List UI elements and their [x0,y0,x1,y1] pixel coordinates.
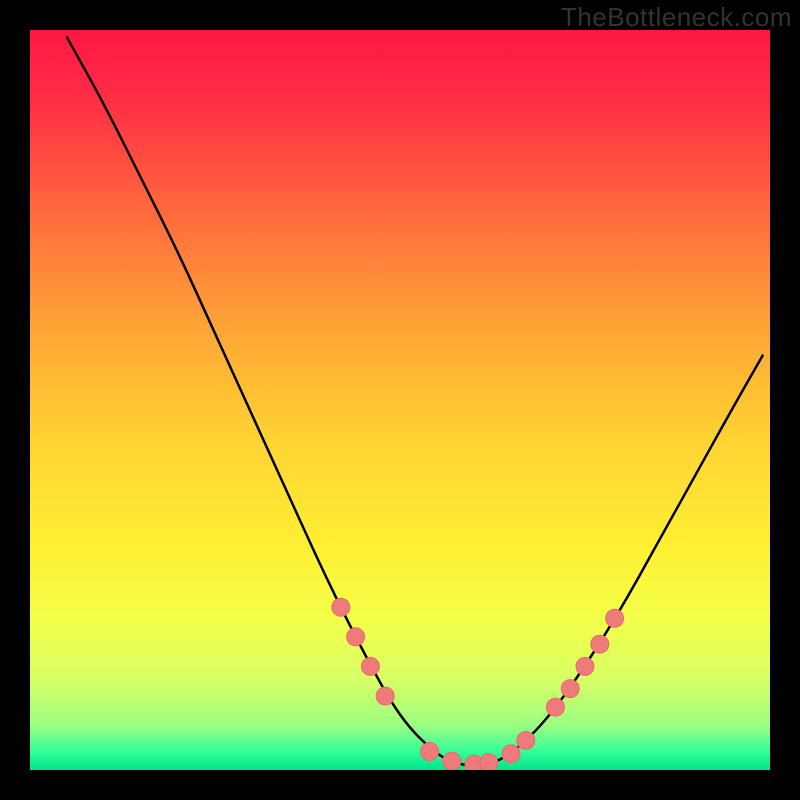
gradient-background [30,30,770,770]
marker-dot [347,628,365,646]
plot-area [30,30,770,770]
bottleneck-chart: TheBottleneck.com [0,0,800,800]
marker-dot [606,609,624,627]
marker-dot [480,754,498,770]
marker-dot [332,598,350,616]
marker-dot [376,687,394,705]
watermark-label: TheBottleneck.com [561,2,792,33]
marker-dot [421,743,439,761]
plot-svg [30,30,770,770]
marker-dot [502,745,520,763]
marker-dot [517,731,535,749]
marker-dot [591,635,609,653]
marker-dot [361,657,379,675]
marker-dot [546,698,564,716]
marker-dot [576,657,594,675]
marker-dot [561,680,579,698]
marker-dot [443,752,461,770]
